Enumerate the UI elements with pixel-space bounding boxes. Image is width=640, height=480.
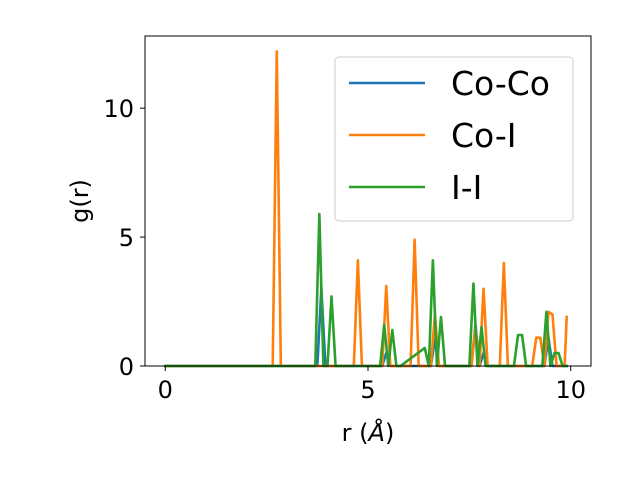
series-line-i-i [163, 212, 568, 368]
y-tick-label: 10 [103, 95, 134, 123]
x-axis-label-unit: Å [367, 418, 385, 447]
x-axis-ticks: 0 5 10 [158, 366, 586, 404]
y-axis-ticks: 0 5 10 [103, 95, 145, 381]
x-tick-label: 0 [158, 376, 173, 404]
series-line-co-i [163, 50, 569, 368]
x-axis-label: r (Å) [342, 418, 395, 447]
y-tick-label: 5 [119, 224, 134, 252]
y-tick-label: 0 [119, 353, 134, 381]
x-tick-label: 5 [360, 376, 375, 404]
legend-label-i-i: I-I [451, 168, 482, 207]
y-axis-label: g(r) [66, 179, 94, 223]
legend: Co-Co Co-I I-I [334, 56, 574, 222]
legend-label-co-co: Co-Co [451, 64, 550, 103]
x-tick-label: 10 [555, 376, 586, 404]
legend-box [334, 56, 574, 222]
legend-label-co-i: Co-I [451, 116, 516, 155]
